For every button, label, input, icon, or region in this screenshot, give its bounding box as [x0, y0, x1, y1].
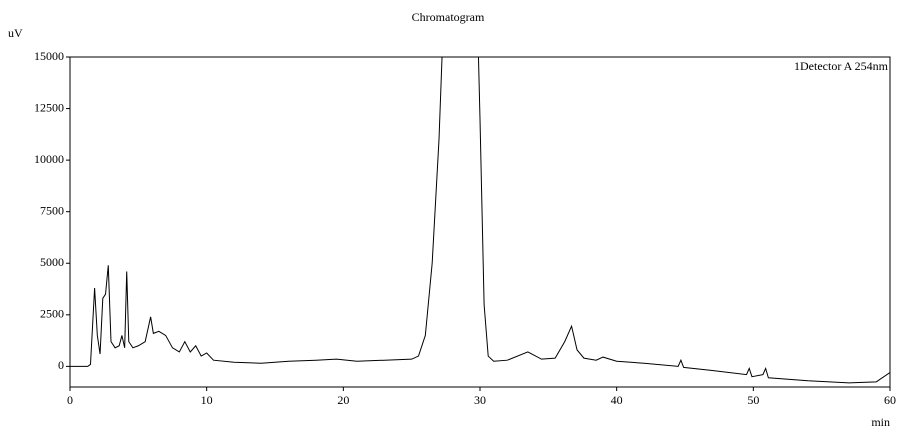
x-tick-label: 60 [884, 393, 896, 407]
x-axis-label: min [871, 415, 890, 429]
y-tick-label: 5000 [40, 255, 64, 269]
x-tick-label: 40 [611, 393, 623, 407]
y-tick-label: 0 [58, 358, 64, 372]
y-tick-label: 2500 [40, 307, 64, 321]
y-tick-label: 10000 [34, 152, 64, 166]
y-tick-label: 12500 [34, 100, 64, 114]
x-tick-label: 0 [67, 393, 73, 407]
chart-title: Chromatogram [412, 10, 485, 24]
y-tick-label: 15000 [34, 49, 64, 63]
legend-label: 1Detector A 254nm [794, 59, 889, 73]
x-tick-label: 30 [474, 393, 486, 407]
x-tick-label: 50 [747, 393, 759, 407]
y-axis-label: uV [8, 26, 23, 40]
x-tick-label: 20 [337, 393, 349, 407]
x-tick-label: 10 [201, 393, 213, 407]
series-line [70, 57, 890, 384]
y-tick-label: 7500 [40, 203, 64, 217]
